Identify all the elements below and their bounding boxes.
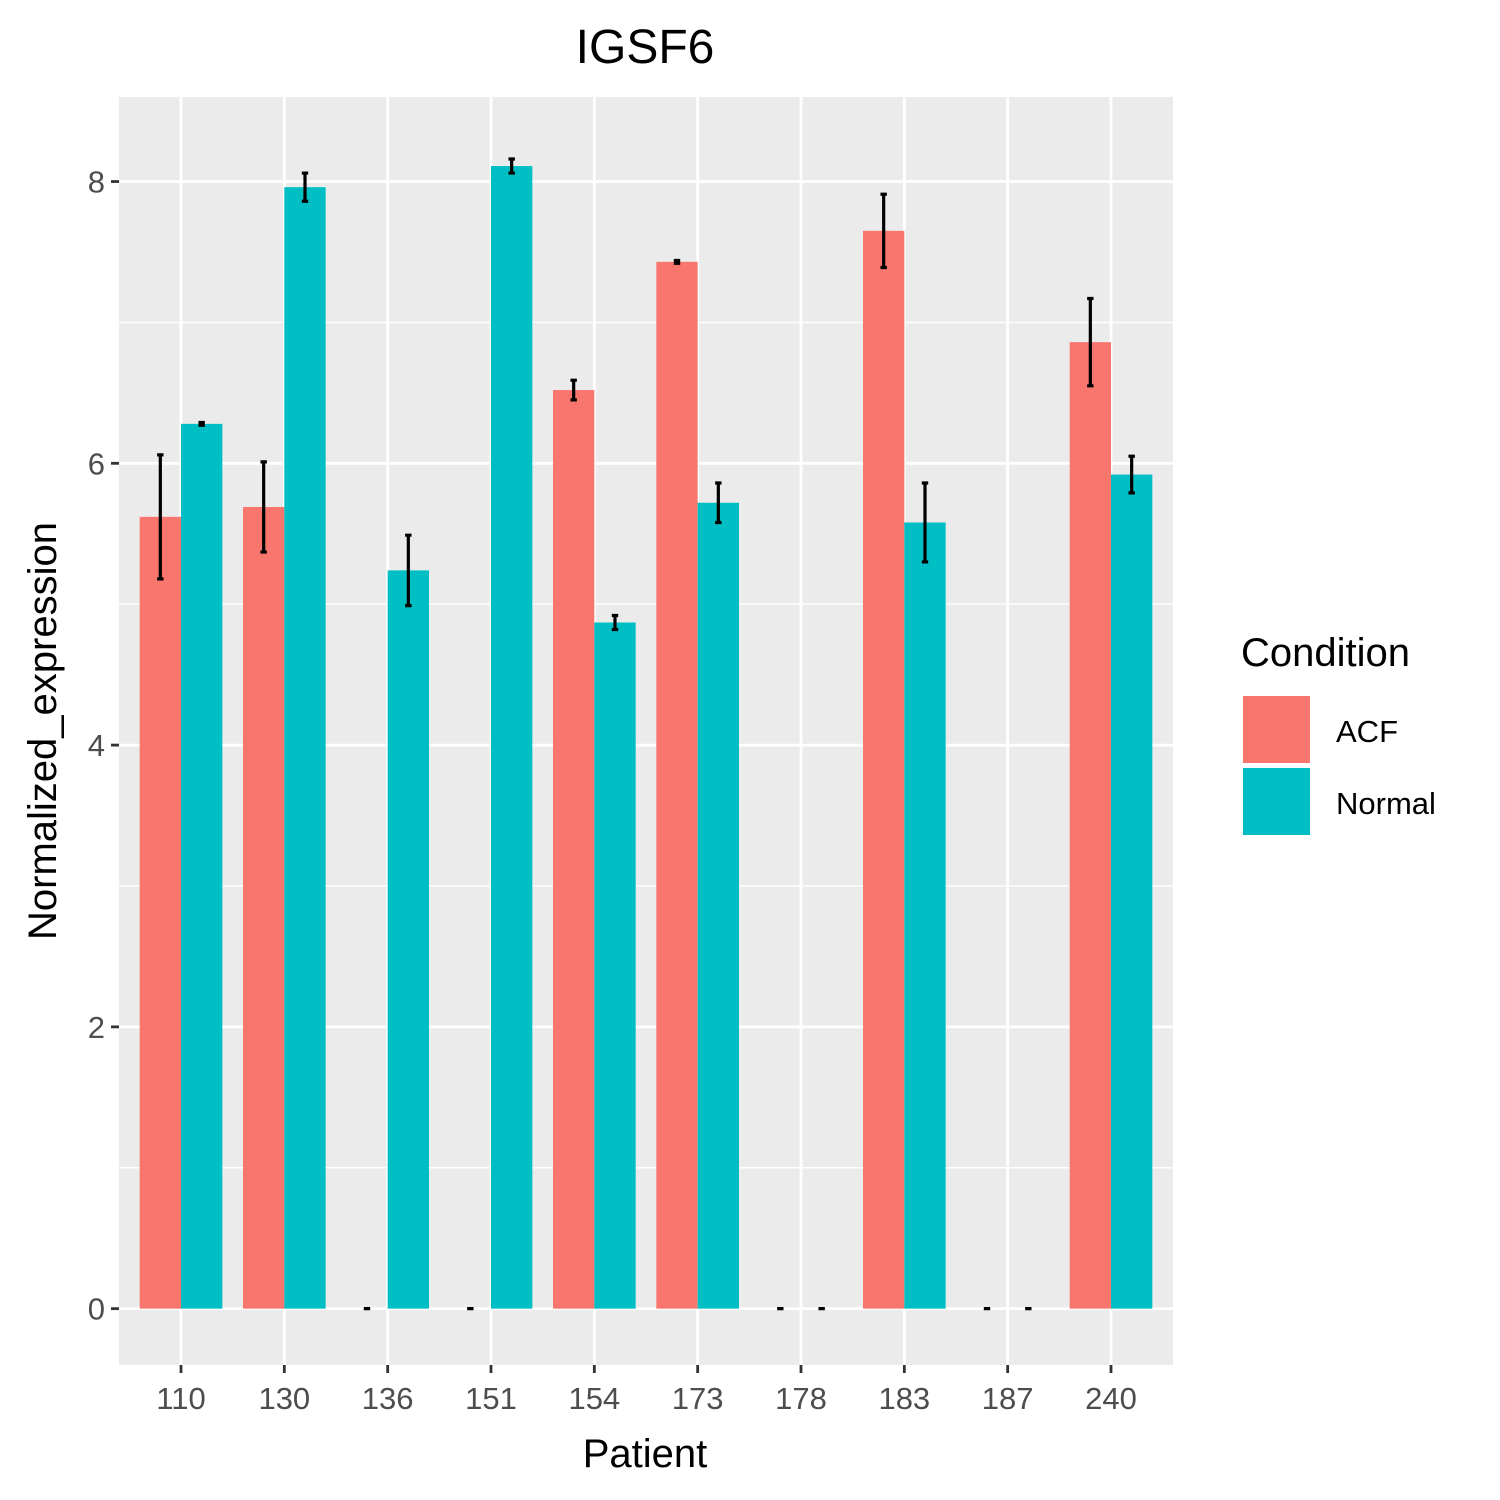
error-bar-normal (1128, 454, 1135, 495)
error-bar-normal (715, 481, 722, 525)
x-tick-label: 154 (568, 1381, 620, 1416)
error-bar-normal (921, 481, 929, 564)
error-bars (157, 157, 1135, 1311)
error-bar-acf (880, 192, 887, 270)
y-tick-label: 8 (88, 165, 105, 200)
bar-acf (656, 261, 698, 1309)
x-tick-label: 173 (672, 1381, 724, 1416)
bar-normal (181, 423, 223, 1309)
bar-normal (284, 187, 326, 1309)
y-tick-label: 2 (88, 1010, 105, 1045)
x-tick-label: 187 (982, 1381, 1034, 1416)
error-bar-normal (508, 157, 515, 175)
bar-acf (863, 230, 905, 1309)
x-axis-title: Patient (583, 1432, 708, 1476)
x-tick-label: 110 (156, 1381, 205, 1416)
legend-key-normal (1243, 768, 1310, 835)
error-bar-acf (673, 258, 681, 265)
x-tick-label: 130 (258, 1381, 310, 1416)
bars (139, 166, 1153, 1309)
bar-acf (553, 390, 595, 1309)
error-bar-acf (157, 453, 164, 581)
x-tick-label: 136 (362, 1381, 414, 1416)
bar-normal (387, 570, 429, 1309)
bar-normal (1111, 474, 1153, 1309)
x-tick-label: 183 (878, 1381, 930, 1416)
x-axis: 110 130 136 151 154 173 178 183 187 240 (156, 1365, 1137, 1416)
legend-label-acf: ACF (1336, 714, 1398, 749)
x-tick-label: 240 (1085, 1381, 1137, 1416)
error-bar-normal (611, 613, 619, 632)
y-axis-title: Normalized_expression (21, 522, 65, 940)
x-tick-label: 178 (775, 1381, 827, 1416)
bar-acf (243, 506, 285, 1309)
error-bar-normal (198, 420, 205, 427)
y-tick-label: 4 (88, 728, 105, 763)
legend-key-acf (1243, 696, 1310, 763)
bar-acf (139, 516, 181, 1309)
error-bar-normal (301, 171, 309, 203)
legend-title: Condition (1241, 631, 1410, 675)
error-bar-normal (405, 533, 412, 608)
error-bar-acf (260, 460, 267, 554)
error-bar-acf (1087, 296, 1094, 388)
legend: Condition ACF Normal (1241, 631, 1436, 835)
legend-label-normal: Normal (1336, 786, 1436, 821)
bar-normal (697, 502, 739, 1309)
bar-acf (1069, 342, 1111, 1309)
bar-normal (491, 166, 533, 1309)
error-bar-acf (570, 378, 577, 402)
bar-normal (904, 522, 946, 1309)
y-tick-label: 0 (88, 1292, 105, 1327)
y-tick-label: 6 (88, 446, 105, 481)
x-tick-label: 151 (465, 1381, 517, 1416)
bar-normal (594, 622, 636, 1309)
y-axis: 0 2 4 6 8 (88, 165, 119, 1327)
chart-title: IGSF6 (576, 21, 715, 74)
